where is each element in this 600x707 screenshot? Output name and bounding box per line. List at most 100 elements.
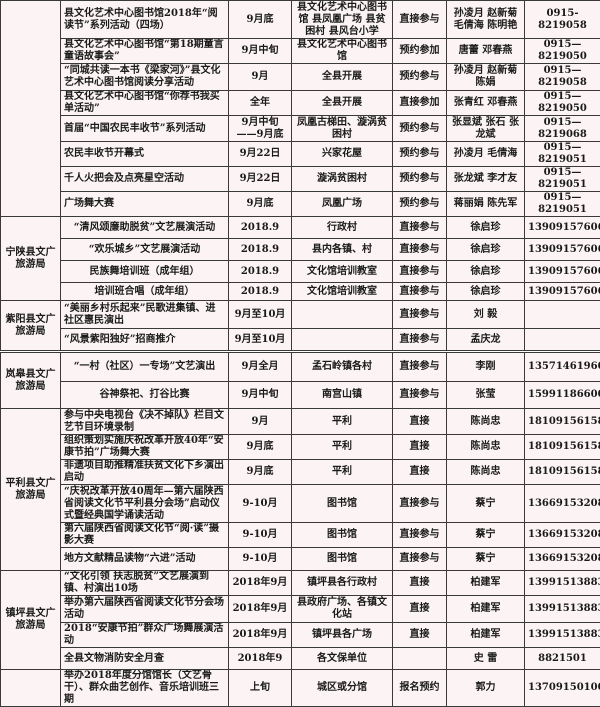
phone-cell: 13571461960 [525,353,600,382]
time-cell: 9月底 [229,1,292,39]
location-cell: 全县开展 [292,91,393,116]
location-cell: 南宫山镇 [292,382,393,409]
location-cell: 各文保单位 [292,648,393,670]
location-cell: 图书馆 [292,485,393,523]
activity-cell: “清风颂廉助脱贫”文艺展演活动 [61,217,229,239]
time-cell: 2018年9 [229,648,292,670]
phone-cell: 0915—8219058 [525,64,600,91]
table-row: 县文化艺术中心图书馆2018年“阅读节”系列活动（四场）9月底县文化艺术中心图书… [1,1,600,39]
location-cell: 镇坪县各广场 [292,623,393,648]
participation-cell: 直接参与 [393,523,447,548]
participation-cell: 直接参与 [393,382,447,409]
table-row: “庆祝改革开放40周年—第六届陕西省阅读文化节平利县分会场”启动仪式暨经典国学诵… [1,485,600,523]
participation-cell: 直接 [393,460,447,485]
contact-cell: 李刚 [447,353,525,382]
time-cell: 9-10月 [229,548,292,571]
phone-cell: 13991513883 [525,623,600,648]
phone-cell: 0915—8219051 [525,167,600,192]
table-row: 举办2018年度分馆馆长（文艺骨干）、群众曲艺创作、音乐培训班三期上旬城区或分馆… [1,670,600,707]
participation-cell: 直接 [393,623,447,648]
time-cell: 2018年9月 [229,571,292,596]
phone-cell: 13991513883 [525,596,600,623]
unit-cell: 宁陕县文广旅游局 [1,217,61,301]
unit-cell: 平利县文广旅游局 [1,409,61,571]
time-cell: 2018年9月 [229,623,292,648]
location-cell: 平利 [292,435,393,460]
contact-cell: 徐启珍 [447,217,525,239]
time-cell: 9月全月 [229,353,292,382]
contact-cell: 孙凌月 赵新菊 毛倩海 陈明艳 [447,1,525,39]
location-cell: 漩涡贫困村 [292,167,393,192]
participation-cell: 直接参与 [393,548,447,571]
phone-cell: 13991513883 [525,571,600,596]
time-cell: 9月22日 [229,142,292,167]
participation-cell: 直接参与 [393,485,447,523]
contact-cell: 徐启珍 [447,283,525,301]
location-cell: 凤凰古梯田、漩涡贫困村 [292,116,393,142]
table-row: 县文化艺术中心图书馆“第18期童言童语故事会”9月中旬县文化艺术中心图书馆预约参… [1,39,600,64]
time-cell: 2018.9 [229,261,292,283]
participation-cell: 直接参与 [393,1,447,39]
location-cell: 全县开展 [292,64,393,91]
location-cell: 县文化艺术中心图书馆 县凤凰广场 县贫困村 县风台小学 [292,1,393,39]
activity-cell: 举办2018年度分馆馆长（文艺骨干）、群众曲艺创作、音乐培训班三期 [61,670,229,707]
participation-cell: 预约参与 [393,192,447,217]
activity-cell: 参与中央电视台《决不掉队》栏目文艺节目环境录制 [61,409,229,435]
time-cell: 全年 [229,91,292,116]
location-cell: 文化馆培训教室 [292,261,393,283]
participation-cell: 直接 [393,571,447,596]
phone-cell: 0915—8219051 [525,192,600,217]
time-cell: 2018.9 [229,283,292,301]
participation-cell: 直接参与 [393,301,447,329]
contact-cell: 孙凌月 毛倩海 [447,142,525,167]
participation-cell: 预约参与 [393,167,447,192]
location-cell: 镇坪县各行政村 [292,571,393,596]
time-cell: 9月 [229,409,292,435]
participation-cell: 报名预约 [393,670,447,707]
participation-cell: 预约参与 [393,64,447,91]
time-cell: 9月底 [229,435,292,460]
contact-cell: 张显斌 张石 张龙斌 [447,116,525,142]
time-cell: 9月底 [229,460,292,485]
contact-cell: 徐启珍 [447,239,525,261]
phone-cell: 13669153208 [525,548,600,571]
participation-cell: 预约参与 [393,142,447,167]
phone-cell: 18109156158 [525,435,600,460]
contact-cell: 陈尚忠 [447,409,525,435]
participation-cell: 直接 [393,435,447,460]
participation-cell: 直接参加 [393,91,447,116]
time-cell: 9月 [229,64,292,91]
phone-cell: 18109156158 [525,460,600,485]
phone-cell [525,329,600,351]
time-cell: 2018.9 [229,217,292,239]
phone-cell: 13669153208 [525,485,600,523]
activity-cell: 首届“中国农民丰收节”系列活动 [61,116,229,142]
location-cell: 县文化艺术中心图书馆 [292,39,393,64]
participation-cell: 预约参与 [393,116,447,142]
location-cell: 文化馆培训教室 [292,283,393,301]
contact-cell: 柏建军 [447,596,525,623]
phone-cell: 13709150100 [525,670,600,707]
location-cell [292,329,393,351]
contact-cell: 孙凌月 赵新菊 陈娟 [447,64,525,91]
location-cell: 行政村 [292,217,393,239]
participation-cell [393,648,447,670]
activity-cell: 举办第六届陕西省阅读文化节分会场活动 [61,596,229,623]
contact-cell: 唐蕾 邓春燕 [447,39,525,64]
time-cell: 9月中旬 [229,39,292,64]
